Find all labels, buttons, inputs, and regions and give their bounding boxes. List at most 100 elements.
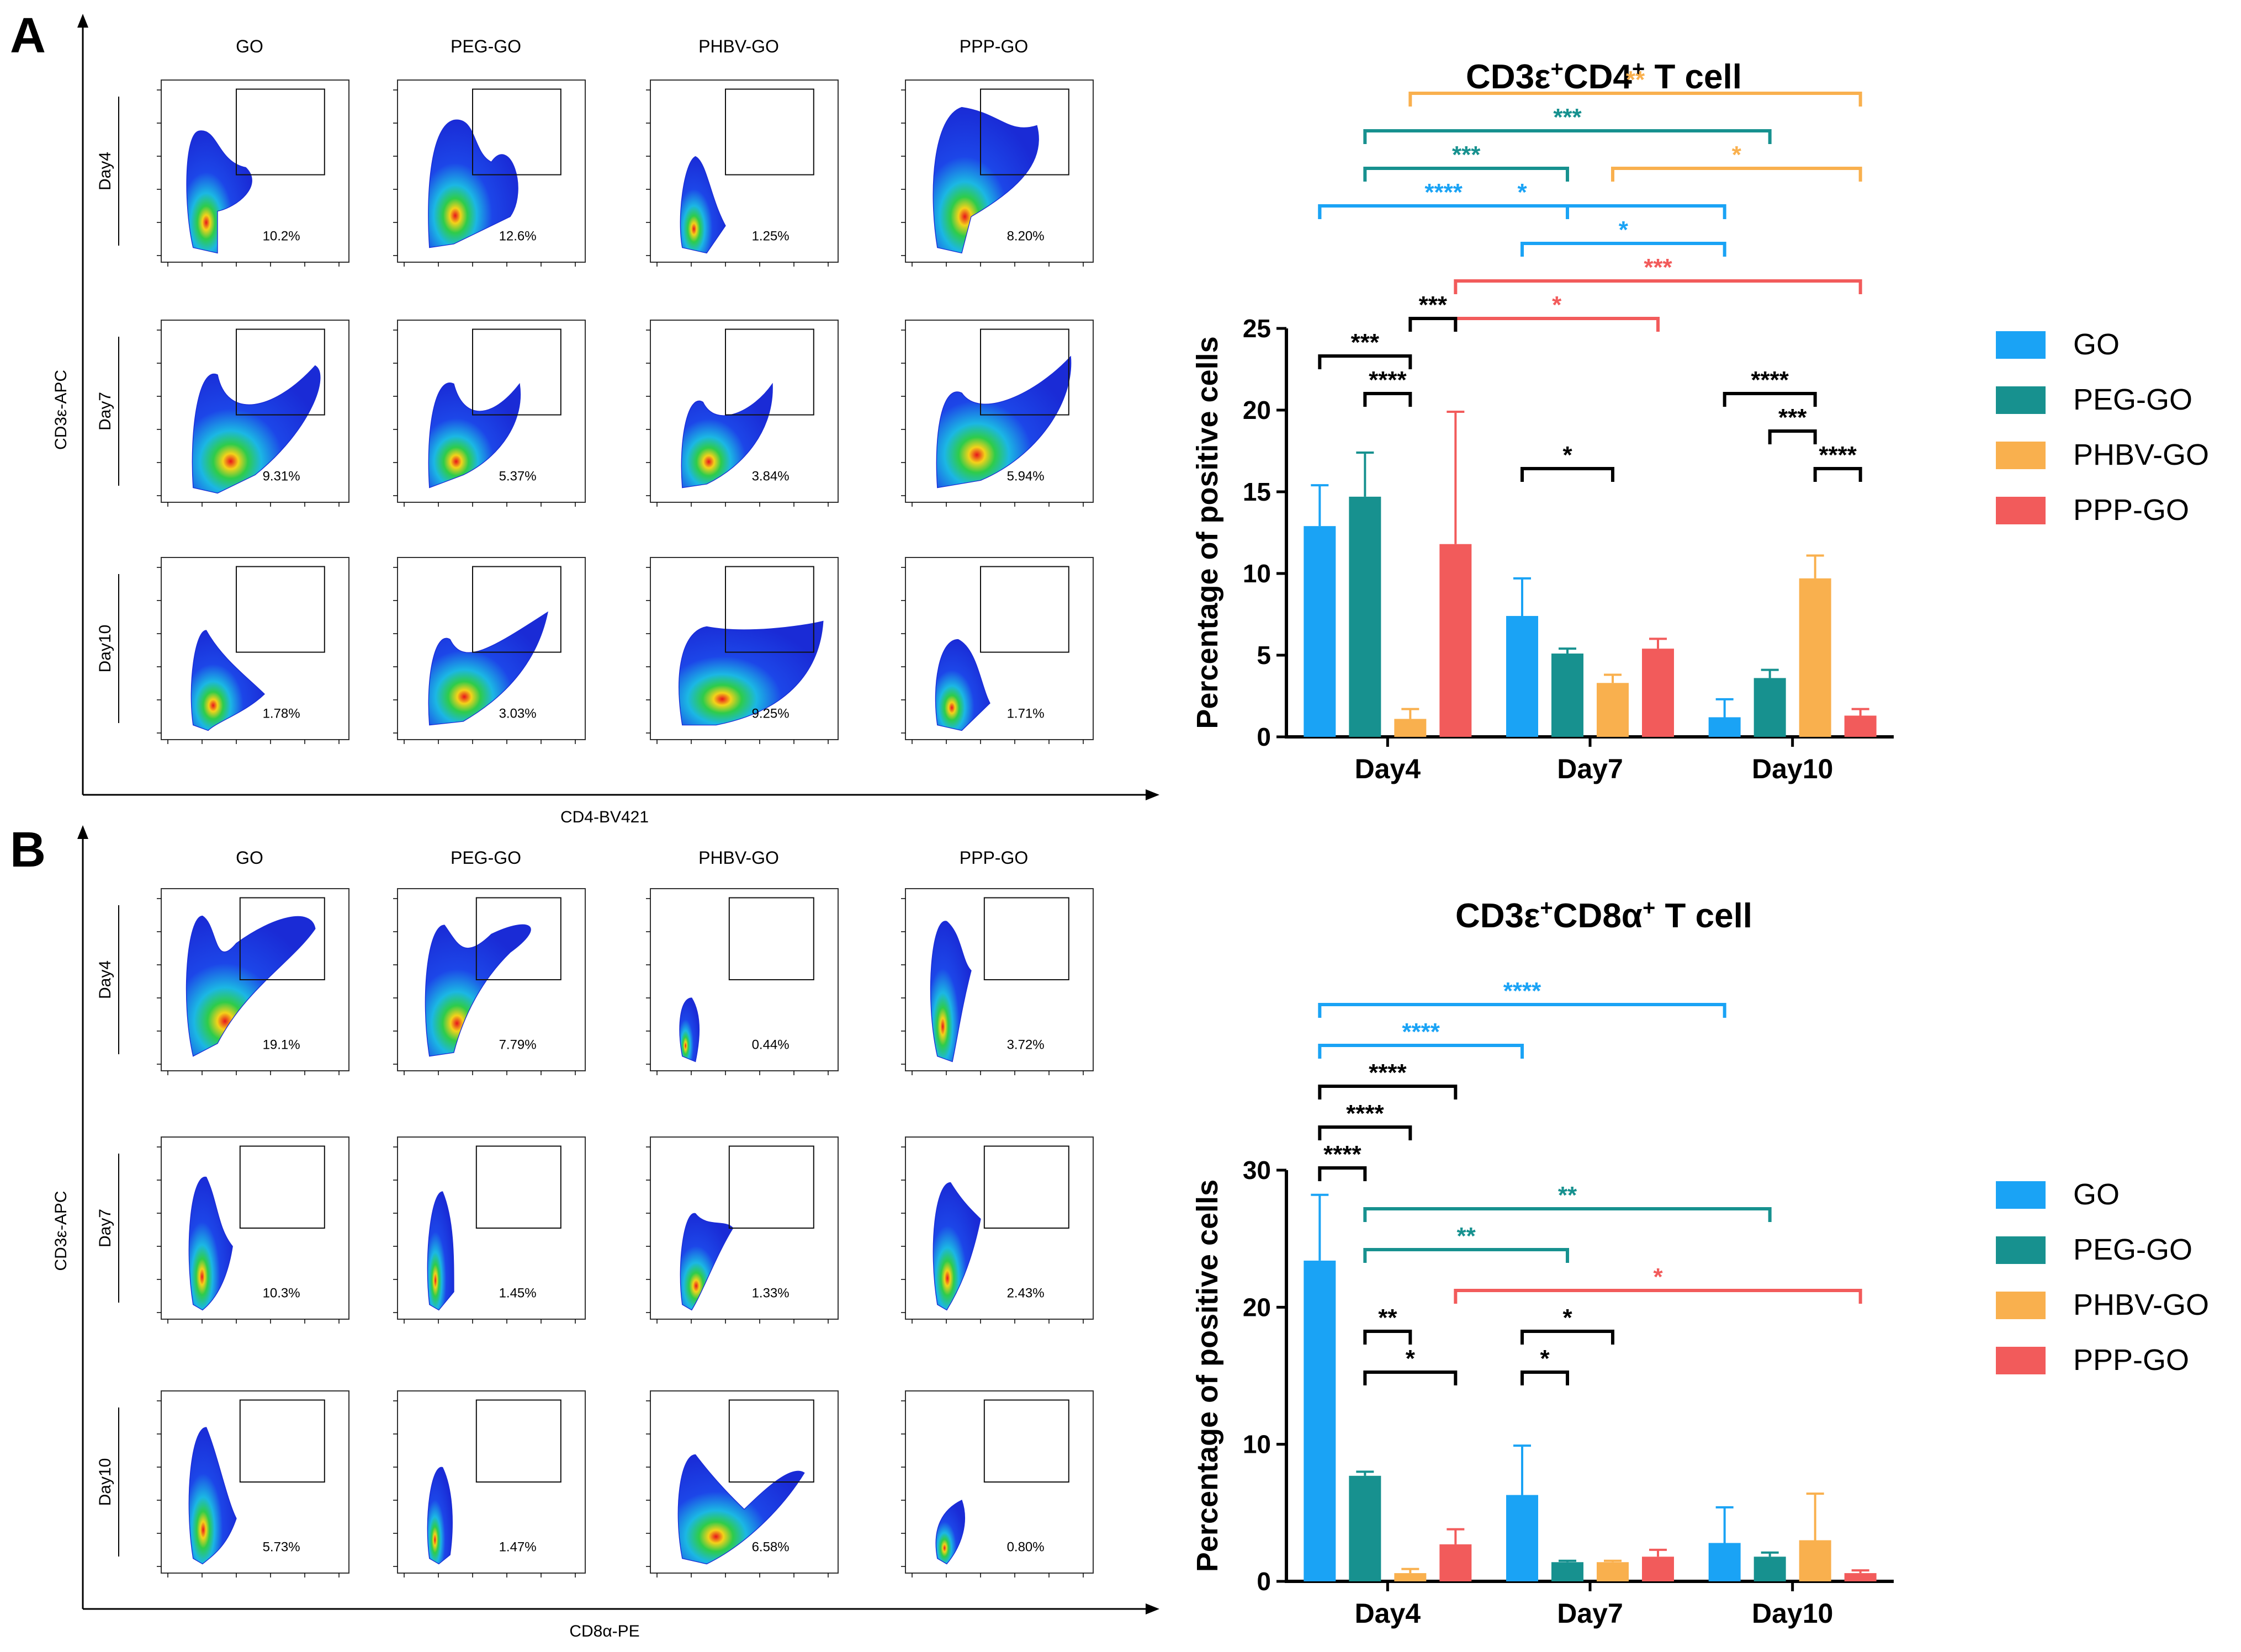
legend-label: PPP-GO <box>2073 1343 2189 1377</box>
significance-bracket <box>1454 279 1862 294</box>
bar-phbv-go <box>1597 683 1629 737</box>
gate-percentage: 10.2% <box>263 229 300 243</box>
row-label: Day7 <box>96 392 114 431</box>
plot-frame <box>905 557 1094 740</box>
gate-box <box>725 328 814 416</box>
significance-stars: * <box>1562 1304 1572 1331</box>
y-axis-label: CD3ε-APC <box>52 1191 70 1271</box>
flow-plot: 3.03% <box>393 557 586 744</box>
bar-peg-go <box>1349 1475 1381 1581</box>
significance-stars: * <box>1540 1345 1550 1372</box>
gate-box <box>728 897 814 980</box>
density-blob <box>681 383 773 488</box>
x-category-label: Day10 <box>1752 753 1833 784</box>
flow-plot: 2.43% <box>901 1136 1094 1324</box>
column-header: PPP-GO <box>960 848 1028 868</box>
significance-stars: * <box>1562 442 1572 469</box>
density-blob <box>936 355 1072 488</box>
gate-box <box>725 88 814 176</box>
density-blob-group <box>188 1427 237 1565</box>
density-blob <box>428 119 518 248</box>
gate-percentage: 3.72% <box>1007 1037 1045 1052</box>
gate-percentage: 19.1% <box>263 1037 300 1052</box>
significance-bracket <box>1318 1125 1412 1140</box>
gate-percentage: 5.73% <box>263 1539 300 1554</box>
flow-plot: 9.25% <box>646 557 839 744</box>
bar-peg-go <box>1349 496 1381 737</box>
significance-bracket <box>1723 392 1817 407</box>
x-axis-label: CD8α-PE <box>569 1622 639 1640</box>
legend-label: PHBV-GO <box>2073 438 2209 471</box>
gate-box <box>983 1399 1069 1483</box>
bar-chart-cd4: CD3ε+CD4+ T cell 0 5 10 15 20 25 Percentage of… <box>1191 57 2209 784</box>
significance-bracket <box>1408 317 1458 332</box>
bar-peg-go <box>1753 678 1786 737</box>
significance-stars: ** <box>1626 66 1645 93</box>
bar-ppp-go <box>1642 649 1674 737</box>
density-blob-group <box>680 156 726 254</box>
legend-label: PPP-GO <box>2073 493 2189 527</box>
flow-plot: 7.79% <box>393 888 586 1075</box>
density-blob-group <box>679 620 824 726</box>
y-tick-label: 20 <box>1243 1293 1271 1321</box>
gate-box <box>980 88 1069 176</box>
flow-plot: 9.31% <box>157 320 349 507</box>
density-blob-group <box>930 921 972 1063</box>
legend-swatch-phbv-go <box>1996 442 2046 469</box>
significance-bracket <box>1611 167 1862 182</box>
density-blob-group <box>427 1467 453 1565</box>
significance-stars: * <box>1732 141 1742 168</box>
density-blob <box>427 1191 454 1311</box>
density-blob-group <box>677 1454 805 1565</box>
bar-go <box>1304 1260 1336 1581</box>
significance-stars: **** <box>1369 366 1407 394</box>
gate-percentage: 2.43% <box>1007 1286 1045 1300</box>
gate-box <box>475 897 561 980</box>
chart-title-cd4: CD3ε+CD4+ T cell <box>1466 57 1742 96</box>
density-blob <box>933 1182 981 1311</box>
density-blob-group <box>428 383 521 488</box>
gate-box <box>475 1145 561 1229</box>
significance-stars: * <box>1653 1263 1663 1290</box>
legend-label: PHBV-GO <box>2073 1288 2209 1321</box>
flow-plot: 8.20% <box>901 79 1094 267</box>
flow-plot: 0.44% <box>646 888 839 1075</box>
significance-stars: ** <box>1378 1304 1397 1331</box>
gate-percentage: 10.3% <box>263 1286 300 1300</box>
significance-bracket <box>1318 1044 1524 1059</box>
bar-phbv-go <box>1394 719 1427 737</box>
y-tick-label: 25 <box>1243 314 1271 343</box>
significance-bracket <box>1363 1248 1569 1263</box>
flow-plot: 0.80% <box>901 1390 1094 1577</box>
density-blob <box>679 997 700 1063</box>
y-tick-label: 30 <box>1243 1156 1271 1184</box>
density-blob <box>930 921 972 1063</box>
bar-peg-go <box>1551 654 1583 737</box>
gate-percentage: 5.94% <box>1007 469 1045 484</box>
flow-plot: 1.25% <box>646 79 839 267</box>
legend-swatch-phbv-go <box>1996 1292 2046 1319</box>
significance-stars: *** <box>1351 329 1380 356</box>
gate-percentage: 12.6% <box>499 229 537 243</box>
row-label: Day7 <box>96 1209 114 1247</box>
gate-percentage: 9.31% <box>263 469 300 484</box>
density-blob-group <box>428 611 548 726</box>
bar-phbv-go <box>1394 1573 1427 1581</box>
significance-stars: * <box>1406 1345 1416 1372</box>
bar-ppp-go <box>1844 715 1877 737</box>
significance-bracket <box>1363 1330 1412 1345</box>
x-axis-label: CD4-BV421 <box>560 808 649 826</box>
panel-letter-a: A <box>10 8 46 63</box>
legend-swatch-ppp-go <box>1996 1347 2046 1374</box>
row-label: Day4 <box>96 960 114 999</box>
legend-swatch-peg-go <box>1996 1236 2046 1264</box>
flow-plot: 19.1% <box>157 888 349 1075</box>
significance-bracket <box>1768 429 1817 444</box>
density-blob <box>186 915 316 1057</box>
density-blob-group <box>680 1213 734 1311</box>
flow-plot: 1.45% <box>393 1136 586 1324</box>
gate-percentage: 3.84% <box>752 469 790 484</box>
flow-plot: 5.73% <box>157 1390 349 1577</box>
significance-stars: * <box>1517 179 1527 206</box>
